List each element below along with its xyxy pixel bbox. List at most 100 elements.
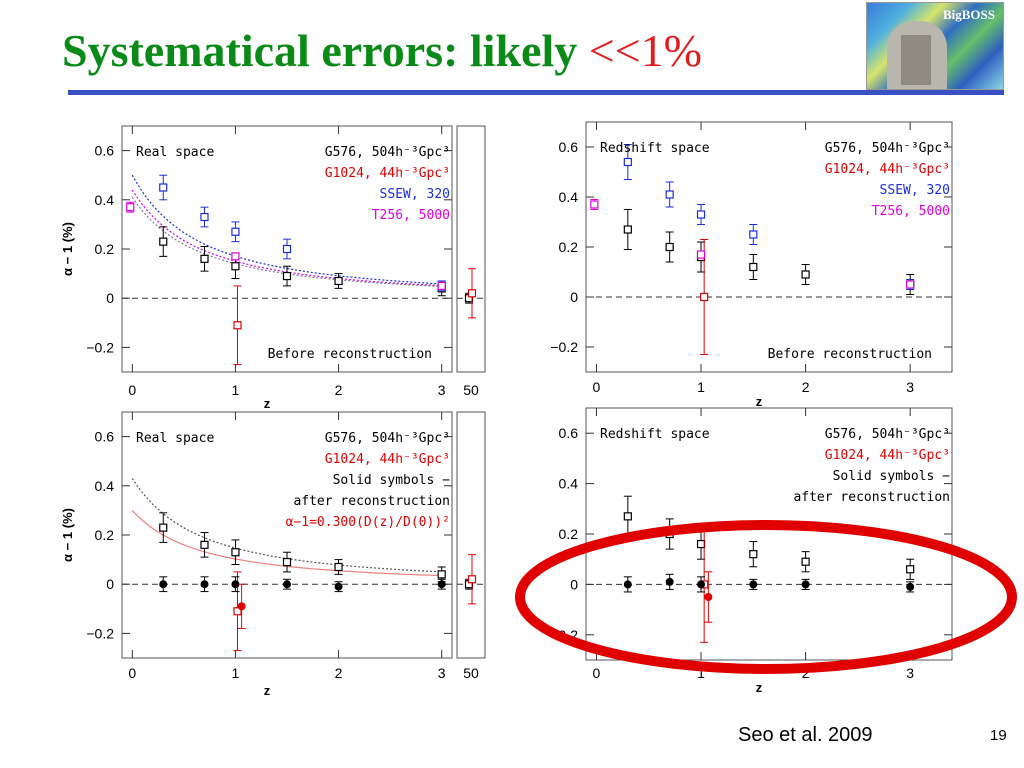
y-tick-label: 0.6 (559, 425, 579, 441)
y-axis-label: α − 1 (%) (60, 222, 75, 276)
panel-note: Before reconstruction (768, 347, 932, 362)
y-tick-label: 0.4 (559, 476, 579, 492)
y-tick-label: 0 (106, 576, 114, 592)
data-point (334, 582, 343, 591)
legend-entry: SSEW, 320 (880, 183, 950, 198)
page-number: 19 (990, 727, 1007, 744)
y-tick-label: 0 (570, 576, 578, 592)
legend-entry: G1024, 44h⁻³Gpc³ (825, 162, 950, 177)
highlight-ellipse (515, 520, 1017, 674)
data-point (906, 565, 915, 574)
data-point (749, 580, 758, 589)
x-axis-label: z (756, 394, 763, 409)
data-point (906, 582, 915, 591)
data-point (200, 540, 209, 549)
data-point (200, 580, 209, 589)
data-point (801, 580, 810, 589)
data-point (623, 157, 632, 167)
data-point (467, 289, 477, 298)
y-tick-label: 0.6 (95, 143, 115, 159)
data-point (159, 183, 168, 192)
panel-label: Redshift space (600, 427, 710, 442)
data-point (749, 550, 758, 559)
chart-panel-top-left: 0.6 0.4 0.2 0 −0.2 0 1 2 3 50 z α − 1 (%) Real space… (60, 125, 486, 411)
y-tick-label: 0 (106, 290, 114, 306)
data-point (159, 237, 168, 246)
data-point (467, 575, 477, 584)
data-point (665, 242, 674, 252)
x-tick-label: 3 (438, 665, 446, 681)
data-point (696, 250, 706, 259)
data-point (283, 580, 291, 589)
panel-label: Real space (136, 145, 214, 160)
x-tick-label: 3 (438, 382, 446, 398)
legend-entry: T256, 5000 (872, 204, 950, 219)
x-tick-label: 2 (802, 379, 810, 395)
x-tick-label: 0 (593, 379, 601, 395)
legend-entry: α−1=0.300(D(z)/D(0))² (286, 515, 450, 530)
telescope-slit-icon (901, 35, 931, 85)
x-axis-label: z (264, 396, 271, 411)
y-tick-label: 0.2 (559, 239, 579, 255)
data-point (233, 321, 242, 330)
slide-title: Systematical errors: likely <<1% (62, 24, 702, 77)
data-point (697, 580, 706, 589)
legend-entry: after reconstruction (293, 494, 450, 509)
data-point (231, 252, 240, 261)
data-point (623, 512, 632, 521)
x-tick-label: 1 (697, 665, 705, 681)
side-frame-z50 (456, 411, 486, 659)
data-point (906, 280, 915, 289)
data-point (665, 190, 674, 199)
model-curve (131, 196, 442, 287)
y-tick-label: 0.4 (95, 192, 115, 208)
title-highlight: <<1% (588, 25, 702, 76)
data-point (282, 557, 292, 567)
legend-entry: after reconstruction (793, 490, 950, 505)
chart-panel-top-right: 0.6 0.4 0.2 0 −0.2 0 1 2 3 z Redshift space G576, 5… (550, 121, 953, 409)
x-tick-label: 3 (906, 665, 914, 681)
panel-note: Before reconstruction (268, 347, 432, 362)
legend-entry: SSEW, 320 (380, 187, 450, 202)
data-point (159, 523, 168, 532)
data-point (126, 203, 135, 212)
x-tick-label: 0 (593, 665, 601, 681)
x-axis-label: z (756, 680, 763, 695)
data-point (231, 227, 240, 236)
y-tick-label: 0.2 (95, 527, 115, 543)
citation: Seo et al. 2009 (738, 724, 873, 746)
data-point (282, 244, 292, 254)
data-point (623, 580, 632, 589)
data-point (334, 276, 343, 286)
legend-entry: G1024, 44h⁻³Gpc³ (325, 452, 450, 467)
data-point (437, 580, 446, 589)
data-point (231, 548, 240, 557)
x-tick-label: 0 (128, 665, 136, 681)
y-tick-label: −0.2 (86, 625, 114, 641)
data-point (437, 570, 446, 579)
y-tick-label: 0.4 (95, 478, 115, 494)
x-tick-label-z50: 50 (463, 665, 479, 681)
x-axis-label: z (264, 683, 271, 698)
chart-panel-bottom-left: 0.6 0.4 0.2 0 −0.2 0 1 2 3 50 z α − 1 (%) Real space… (60, 411, 486, 698)
data-point (233, 607, 242, 616)
x-tick-label: 1 (697, 379, 705, 395)
title-main: Systematical errors: likely (62, 25, 589, 76)
x-tick-label-z50: 50 (463, 382, 479, 398)
data-point (590, 200, 599, 209)
data-point (696, 539, 706, 549)
data-point (696, 210, 706, 219)
x-tick-label: 3 (906, 379, 914, 395)
data-point (200, 254, 209, 263)
data-point (237, 602, 246, 611)
data-point (665, 577, 674, 586)
data-point (231, 580, 240, 589)
legend-entry: T256, 5000 (372, 208, 450, 223)
data-point (200, 212, 209, 222)
x-tick-label: 1 (232, 382, 240, 398)
y-tick-label: 0 (570, 289, 578, 305)
y-tick-label: 0.6 (95, 429, 115, 445)
panel-label: Real space (136, 431, 214, 446)
